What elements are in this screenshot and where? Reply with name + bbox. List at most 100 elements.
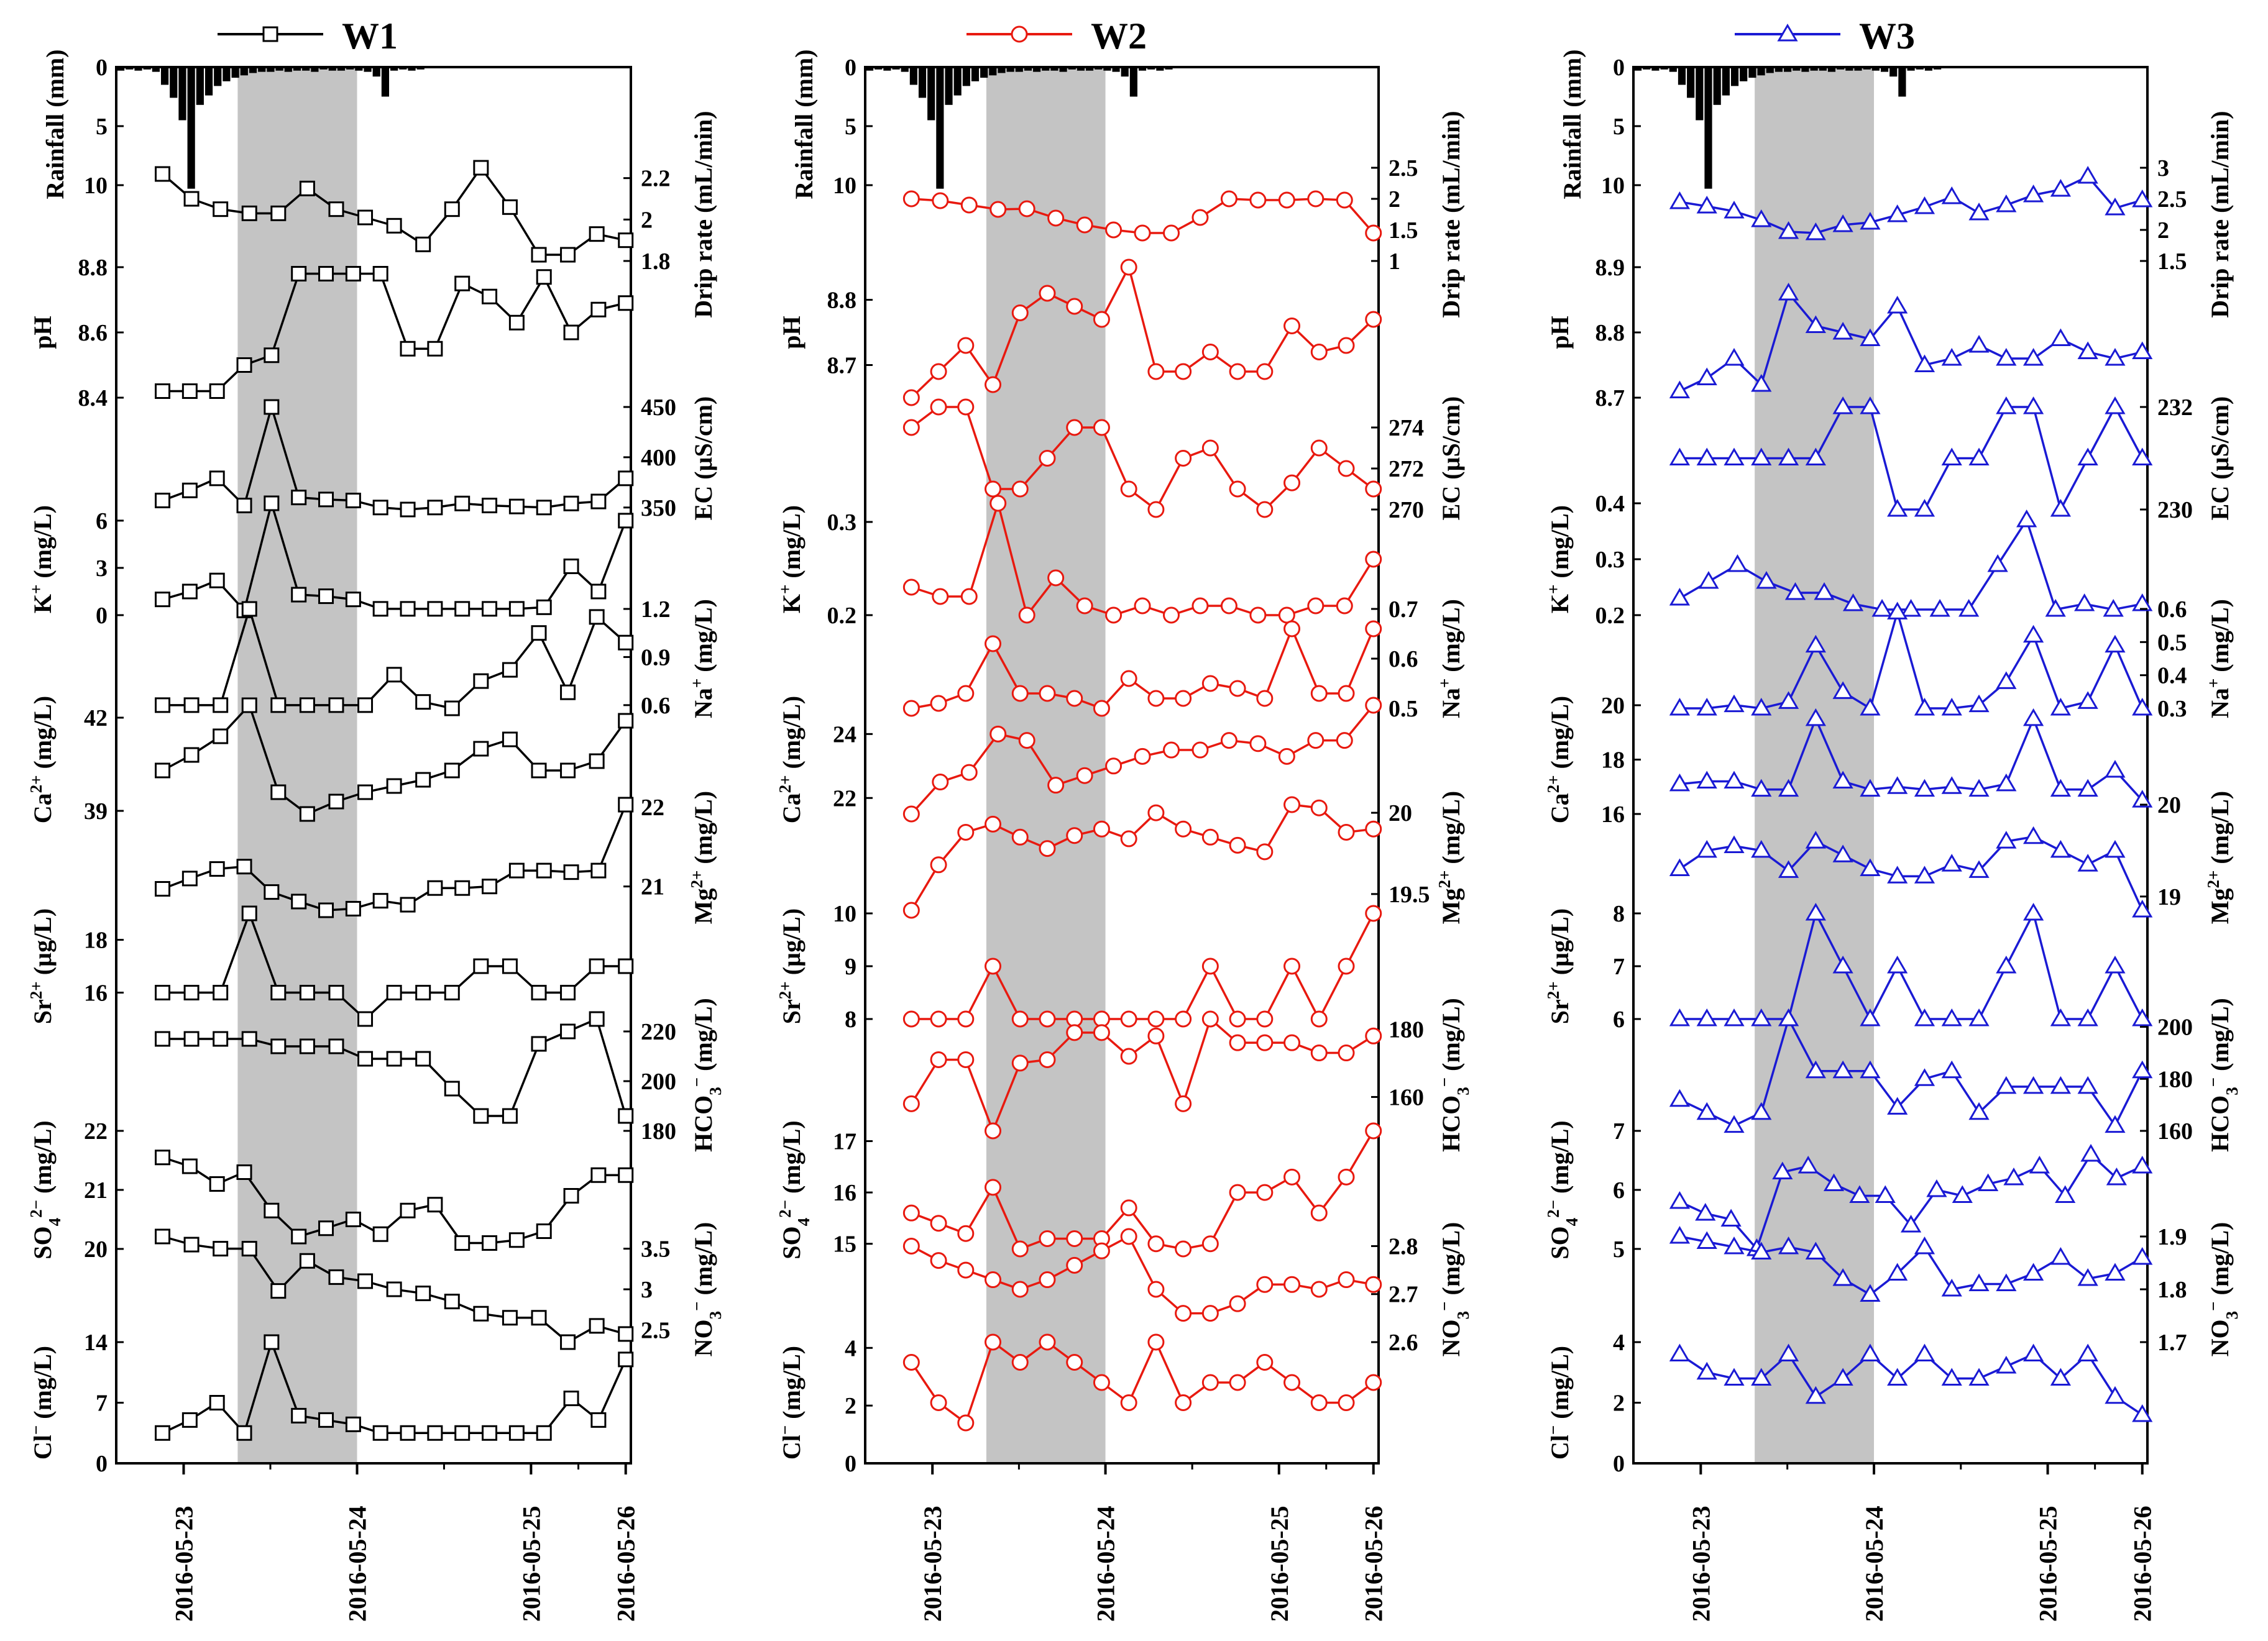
data-point bbox=[444, 1081, 460, 1097]
series-rainfall: 0 5 10 Rainfall (mm) bbox=[1558, 49, 1942, 199]
axis-label-drip-rate: Drip rate (mL/min) bbox=[1437, 111, 1465, 318]
data-point bbox=[1120, 1010, 1137, 1028]
data-point bbox=[1256, 1184, 1274, 1201]
data-point bbox=[1011, 685, 1029, 702]
data-point bbox=[957, 1225, 975, 1242]
data-point bbox=[400, 501, 416, 518]
rain-bar bbox=[883, 67, 891, 71]
data-point bbox=[1871, 599, 1893, 617]
data-point bbox=[932, 774, 949, 791]
y-tick-label: 450 bbox=[641, 395, 676, 421]
legend-marker bbox=[262, 26, 278, 42]
rain-bar bbox=[1793, 67, 1801, 71]
axis-label-ec: EC (µS/cm) bbox=[689, 396, 717, 521]
y-tick-label: 0.6 bbox=[641, 693, 671, 719]
data-point bbox=[1093, 419, 1110, 436]
data-point bbox=[985, 1179, 1002, 1196]
rain-bar bbox=[1165, 67, 1173, 70]
data-point bbox=[415, 1286, 431, 1302]
data-point bbox=[1778, 691, 1799, 709]
data-point bbox=[2050, 499, 2071, 517]
series-ec: 230 232 EC (µS/cm) bbox=[1669, 395, 2234, 523]
data-point bbox=[2050, 779, 2071, 797]
data-point bbox=[1307, 597, 1325, 615]
data-point bbox=[386, 778, 402, 794]
data-point bbox=[1696, 1361, 1717, 1380]
y-tick-label: 230 bbox=[2157, 497, 2193, 523]
rain-bar bbox=[936, 67, 944, 189]
data-point bbox=[318, 588, 334, 605]
data-point bbox=[1283, 958, 1301, 975]
data-point bbox=[2077, 779, 2098, 797]
data-point bbox=[1914, 1008, 1935, 1026]
data-point bbox=[2132, 1060, 2153, 1079]
series-na-: 0.3 0.4 0.5 0.6 Na+ (mg/L) bbox=[1669, 597, 2234, 722]
data-point bbox=[1229, 680, 1246, 697]
data-point bbox=[2132, 1156, 2153, 1174]
data-point bbox=[1968, 694, 1990, 713]
data-point bbox=[957, 337, 975, 354]
data-point bbox=[1175, 1095, 1192, 1112]
data-point bbox=[1887, 1368, 1908, 1386]
data-point bbox=[902, 1010, 920, 1028]
series-line bbox=[162, 605, 627, 710]
data-point bbox=[1941, 698, 1962, 716]
data-point bbox=[1778, 860, 1799, 878]
data-point bbox=[1926, 1179, 1947, 1197]
rain-bar bbox=[302, 67, 310, 71]
rain-bar bbox=[160, 67, 169, 85]
data-point bbox=[1968, 1273, 1990, 1291]
y-tick-label: 2.5 bbox=[641, 1317, 671, 1343]
rain-bar bbox=[1722, 67, 1730, 96]
data-point bbox=[1805, 708, 1826, 726]
axis-label-cl-: Cl− (mg/L) bbox=[1544, 1346, 1574, 1460]
data-point bbox=[270, 205, 287, 221]
data-point bbox=[1875, 1185, 1896, 1203]
data-point bbox=[415, 236, 431, 252]
rain-bar bbox=[1863, 67, 1871, 70]
data-point bbox=[590, 1412, 607, 1428]
data-point bbox=[1887, 1097, 1908, 1115]
data-point bbox=[2022, 826, 2044, 844]
data-point bbox=[2132, 900, 2153, 918]
data-point bbox=[590, 493, 607, 510]
data-point bbox=[536, 500, 552, 516]
data-point bbox=[985, 480, 1002, 498]
data-point bbox=[563, 1391, 579, 1407]
data-point bbox=[2132, 593, 2153, 611]
data-point bbox=[930, 1215, 947, 1232]
data-point bbox=[1696, 367, 1717, 385]
y-tick-label: 22 bbox=[84, 1118, 108, 1145]
data-point bbox=[531, 1036, 547, 1052]
data-point bbox=[902, 578, 920, 596]
rain-bar bbox=[927, 67, 935, 121]
data-point bbox=[264, 347, 280, 363]
data-point bbox=[1338, 1044, 1355, 1062]
data-point bbox=[1191, 741, 1209, 759]
data-point bbox=[155, 880, 171, 897]
rain-bar bbox=[399, 67, 407, 70]
data-point bbox=[1120, 1048, 1137, 1065]
data-point bbox=[427, 500, 443, 516]
data-point bbox=[1805, 1060, 1826, 1079]
y-tick-label: 0.9 bbox=[641, 644, 671, 670]
data-point bbox=[1860, 1060, 1881, 1079]
data-point bbox=[213, 728, 229, 744]
data-point bbox=[1283, 318, 1301, 334]
data-point bbox=[1751, 1102, 1772, 1120]
data-point bbox=[1039, 285, 1056, 302]
rain-bar bbox=[1837, 67, 1845, 70]
data-point bbox=[345, 592, 361, 608]
data-point bbox=[372, 500, 388, 516]
data-point bbox=[1310, 1281, 1328, 1298]
data-point bbox=[1310, 1044, 1328, 1062]
series-line bbox=[1679, 291, 2143, 393]
data-point bbox=[536, 862, 552, 879]
rain-bar bbox=[909, 67, 917, 85]
data-point bbox=[482, 1235, 498, 1251]
axis-label-k-: K+ (mg/L) bbox=[1544, 505, 1574, 613]
data-point bbox=[183, 747, 200, 763]
series-no3-: 2.5 3 3.5 NO3− (mg/L) bbox=[155, 1222, 725, 1356]
rain-bar bbox=[364, 67, 372, 72]
data-point bbox=[291, 1407, 307, 1424]
